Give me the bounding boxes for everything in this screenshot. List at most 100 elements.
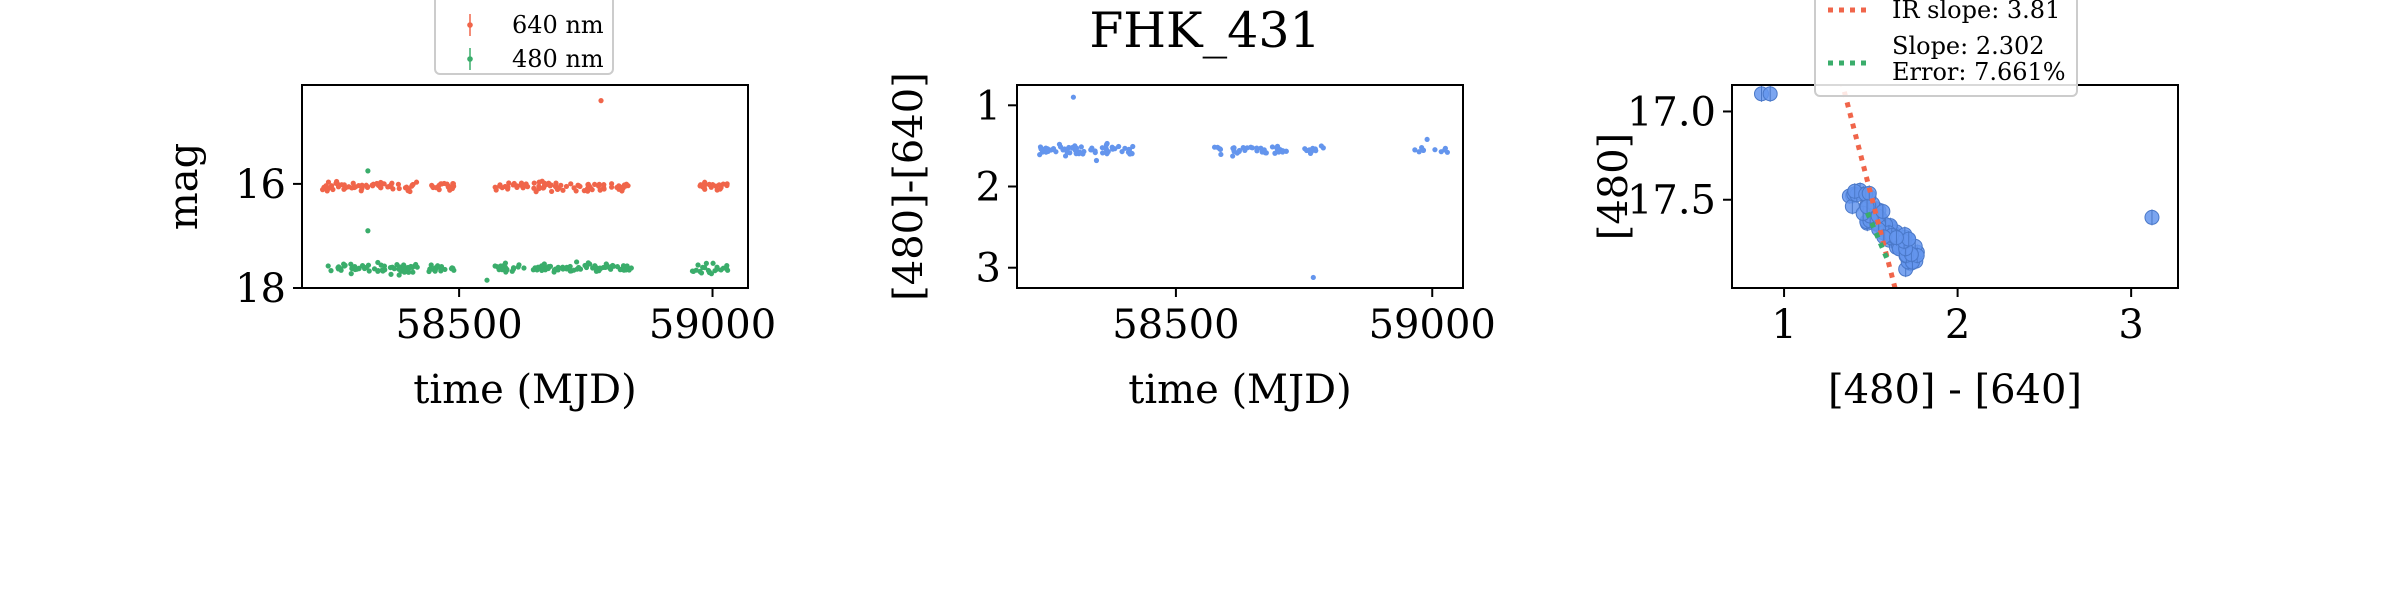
outlier-point [365,228,371,234]
data-point [396,272,402,278]
data-point [439,181,445,187]
data-point [1280,149,1286,155]
data-point [1444,149,1450,155]
data-point [549,188,555,195]
data-point [1244,145,1250,151]
data-point [428,262,434,268]
outlier-point [1093,157,1100,164]
data-point [403,184,410,190]
data-point [706,269,712,276]
data-point [607,265,613,271]
data-layer [1754,85,2160,288]
data-point [387,264,394,271]
data-point [1104,140,1110,147]
data-point [700,264,706,271]
data-point [558,182,564,188]
data-point [348,261,354,267]
data-point [493,187,499,193]
panel-color-magnitude: 1 2 3 17.0 17.5 [480] - [640] [480] IR slope: 3… [1591,0,2179,413]
data-point [401,269,408,275]
data-point [577,266,584,272]
axes-frame [301,84,749,289]
data-point [497,182,503,188]
data-point [1432,147,1438,153]
data-point [602,264,608,271]
data-point [1099,145,1105,151]
data-point [592,181,598,188]
x-tick-label: 1 [1771,302,1796,348]
data-point [348,271,354,277]
data-point [1320,145,1326,151]
data-point [504,266,510,272]
data-point [563,183,570,190]
data-point [531,180,537,186]
data-point [339,182,345,188]
data-point [432,268,438,274]
data-point [1080,151,1086,157]
data-point [597,187,603,193]
data-point [359,262,366,269]
data-point [492,263,498,269]
data-point [335,266,342,272]
data-point [442,266,448,273]
x-tick-label: 58500 [1112,302,1239,348]
data-point [413,261,419,268]
data-point [531,185,537,191]
data-point [623,267,629,273]
data-point [589,187,595,193]
data-point [388,183,394,189]
y-tick-label: 1 [976,83,1001,129]
y-tick-label: 2 [976,165,1001,211]
data-point [1231,148,1237,154]
data-point [624,263,630,269]
data-point [325,263,331,269]
data-point [396,266,402,272]
data-point [534,267,540,273]
data-point [703,260,709,266]
legend-label: IR slope: 3.81 [1892,0,2060,24]
legend: 640 nm 480 nm [434,0,614,75]
y-axis-label: mag [161,143,207,230]
legend-label: 640 nm [512,11,604,39]
x-axis-label: time (MJD) [1128,367,1351,413]
data-point [319,187,326,193]
data-point [1088,147,1094,153]
data-point [510,265,517,271]
outlier-point [1424,136,1430,143]
data-point [1043,145,1049,151]
data-point [380,268,386,274]
data-point [1236,148,1242,155]
panel-light-curve: 58500 59000 16 18 time (MJD) mag 640 nm 480 nm [161,0,776,413]
data-point [401,264,408,270]
data-point [444,181,450,187]
legend-label: Error: 7.661% [1892,58,2066,86]
data-point [499,267,505,273]
data-point [447,187,453,193]
legend-label: Slope: 2.302 [1892,32,2045,60]
legend-box [1814,0,2078,97]
y-tick-label: 17.5 [1627,178,1716,224]
data-point [506,180,512,186]
data-point [1217,146,1224,153]
y-tick-label: 16 [235,162,286,208]
y-axis-label: [480]-[640] [886,72,932,301]
data-point [536,179,542,185]
data-point [1078,144,1084,150]
x-axis-label: time (MJD) [413,367,636,413]
data-layer [1037,94,1450,281]
data-point [585,260,591,266]
data-point [585,182,591,188]
data-point [379,180,386,187]
outlier-point [598,98,604,104]
data-point [1057,144,1064,150]
data-point [1119,148,1125,155]
fit-line [1865,211,1891,263]
data-point [1254,148,1260,154]
data-point [354,266,360,272]
figure-title: FHK_431 [1089,2,1320,59]
outlier-point [484,277,490,283]
data-point [536,186,542,192]
data-point [539,263,545,269]
data-point [554,186,560,192]
